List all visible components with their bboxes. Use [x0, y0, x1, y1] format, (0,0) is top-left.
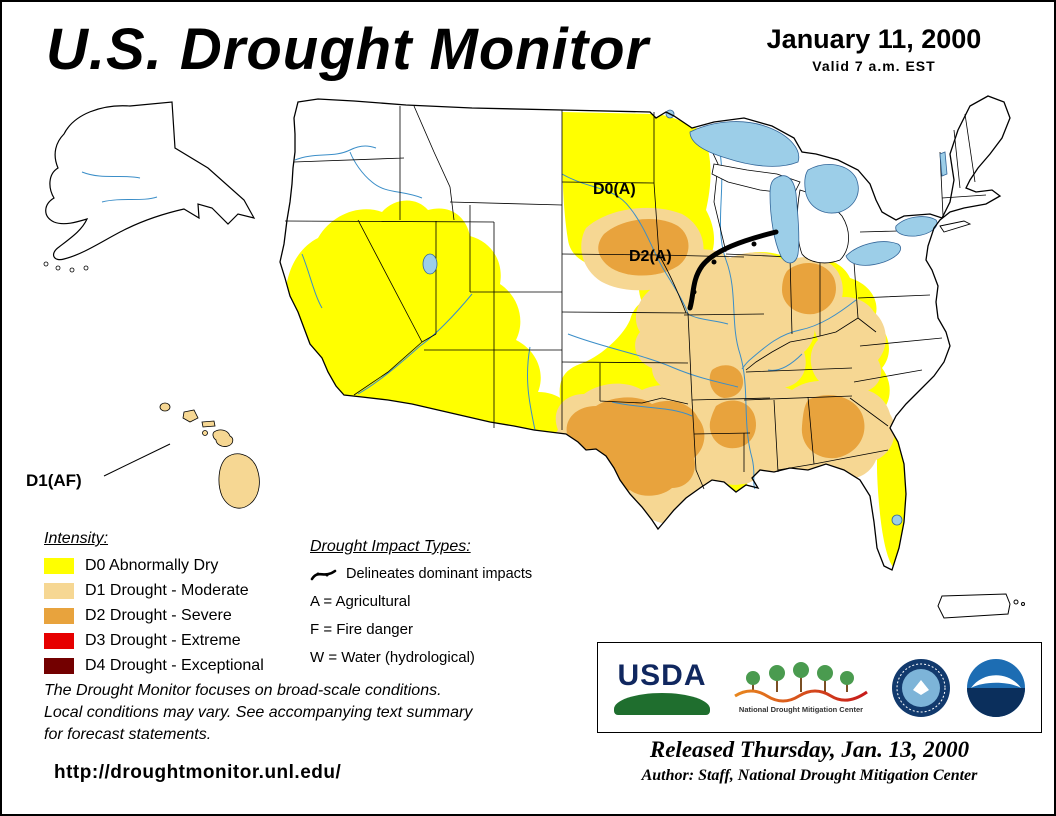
noaa-logo	[967, 658, 1025, 717]
alaska	[43, 101, 256, 273]
delineation-label: Delineates dominant impacts	[346, 566, 533, 582]
author-line: Author: Staff, National Drought Mitigati…	[641, 767, 978, 784]
great-lakes	[422, 109, 948, 526]
legend-label: D1 Drought - Moderate	[85, 582, 249, 599]
legend-item-d0: D0 Abnormally Dry	[44, 557, 314, 575]
ndmc-trees-icon	[734, 661, 868, 702]
d2-area-west-tennessee	[709, 365, 744, 398]
d0-swatch	[44, 558, 74, 574]
d1-area-appalachia	[810, 297, 886, 397]
disclaimer-line: for forecast statements.	[44, 726, 212, 744]
lake-champlain	[939, 151, 948, 177]
impact-item-fire: F = Fire danger	[310, 621, 413, 638]
lake-huron	[804, 164, 859, 214]
map-date: January 11, 2000	[766, 24, 982, 54]
agency-logo-box: USDA National Drought Mitigation C	[597, 642, 1042, 733]
map-label-d2a: D2(A)	[629, 248, 672, 265]
usda-logo: USDA	[612, 658, 712, 715]
d2-area-indiana-ohio	[782, 263, 836, 315]
legend-label: D2 Drought - Severe	[85, 607, 232, 624]
state-boundaries	[284, 105, 987, 490]
legend-item-d1: D1 Drought - Moderate	[44, 582, 314, 600]
dept-of-commerce-seal	[892, 658, 950, 717]
conus-outline	[279, 95, 1011, 571]
legend-heading: Intensity:	[44, 530, 109, 547]
great-salt-lake	[422, 253, 438, 275]
rivers	[294, 145, 857, 490]
legend-item-d4: D4 Drought - Exceptional	[44, 657, 314, 675]
disclaimer-text: The Drought Monitor focuses on broad-sca…	[44, 680, 472, 746]
puerto-rico	[937, 593, 1025, 619]
d2-area-mississippi-alabama	[709, 400, 756, 449]
lake-superior	[689, 121, 800, 167]
impact-item-water: W = Water (hydrological)	[310, 649, 475, 666]
date-block: January 11, 2000 Valid 7 a.m. EST	[734, 24, 1014, 74]
legend-label: D3 Drought - Extreme	[85, 632, 241, 649]
impact-delineation-line	[687, 229, 779, 311]
impact-item-agricultural: A = Agricultural	[310, 593, 411, 610]
hawaii-label-pointer-line	[103, 443, 171, 477]
legend-label: D0 Abnormally Dry	[85, 557, 219, 574]
lake-michigan	[769, 175, 800, 264]
legend-item-d2: D2 Drought - Severe	[44, 607, 314, 625]
d3-swatch	[44, 633, 74, 649]
ndmc-logo-text: National Drought Mitigation Center	[738, 704, 864, 714]
d2-swatch	[44, 608, 74, 624]
disclaimer-line: The Drought Monitor focuses on broad-sca…	[44, 682, 442, 699]
d2-area-texas	[566, 397, 705, 496]
released-date: Released Thursday, Jan. 13, 2000	[649, 737, 970, 762]
d2-area-georgia	[801, 395, 865, 459]
d2-area-south-dakota	[598, 219, 689, 276]
usda-logo-text: USDA	[617, 658, 707, 692]
delineation-row: Delineates dominant impacts	[310, 566, 580, 582]
long-island	[939, 220, 972, 233]
valid-time-label: Valid 7 a.m. EST	[812, 58, 936, 74]
map-label-d0a: D0(A)	[593, 181, 636, 198]
lake-okeechobee	[891, 514, 903, 526]
intensity-legend: Intensity: D0 Abnormally Dry D1 Drought …	[44, 530, 314, 682]
usda-logo-field	[614, 692, 710, 715]
d1-area-midwest	[635, 249, 815, 406]
lake-erie	[845, 241, 901, 266]
drought-monitor-url: http://droughtmonitor.unl.edu/	[54, 762, 342, 783]
legend-item-d3: D3 Drought - Extreme	[44, 632, 314, 650]
d1-swatch	[44, 583, 74, 599]
map-label-d1af: D1(AF)	[26, 471, 82, 490]
legend-label: D4 Drought - Exceptional	[85, 657, 264, 674]
page-title: U.S. Drought Monitor	[46, 17, 650, 82]
drought-impact-types: Drought Impact Types: Delineates dominan…	[310, 538, 580, 666]
ndmc-logo: National Drought Mitigation Center	[725, 661, 877, 714]
disclaimer-line: Local conditions may vary. See accompany…	[44, 704, 473, 722]
d4-swatch	[44, 658, 74, 674]
hawaii	[159, 402, 260, 509]
release-info: Released Thursday, Jan. 13, 2000 Author:…	[577, 737, 1042, 785]
impact-types-heading: Drought Impact Types:	[310, 538, 471, 555]
d0-area-florida	[876, 428, 906, 568]
delineation-curve-icon	[310, 569, 337, 581]
